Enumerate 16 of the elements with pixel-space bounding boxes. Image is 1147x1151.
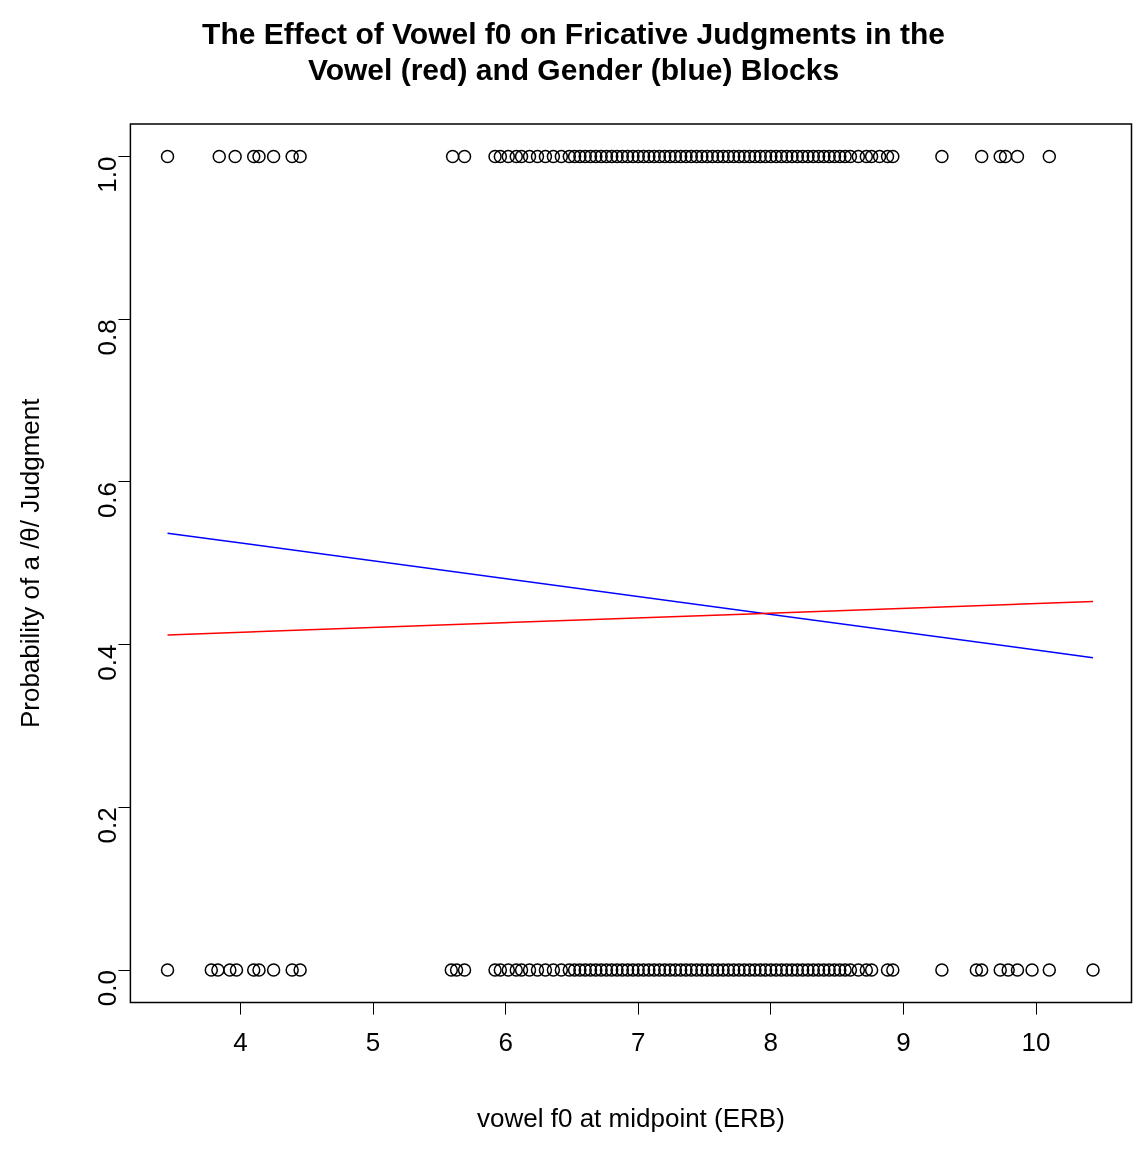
x-axis-title: vowel f0 at midpoint (ERB) [477,1102,785,1133]
y-tick-label: 0.6 [91,481,122,519]
x-tick-label: 6 [498,1027,513,1058]
y-tick-label: 1.0 [91,156,122,193]
x-tick-label: 10 [1021,1027,1051,1058]
y-tick-label: 0.4 [91,644,122,681]
x-tick-label: 5 [365,1027,381,1058]
y-tick-label: 0.8 [91,319,122,356]
x-tick-label: 7 [631,1027,646,1058]
y-tick-label: 0.2 [91,807,122,844]
x-tick-label: 8 [763,1027,779,1058]
x-tick-label: 9 [896,1027,911,1058]
x-tick-label: 4 [233,1027,248,1058]
chart-title: The Effect of Vowel f0 on Fricative Judgments in the Vowel (red) and Gender (blue) Blocks [202,17,945,87]
y-tick-label: 0.0 [91,970,122,1007]
y-axis-title: Probability of a /θ/ Judgment [14,397,45,729]
